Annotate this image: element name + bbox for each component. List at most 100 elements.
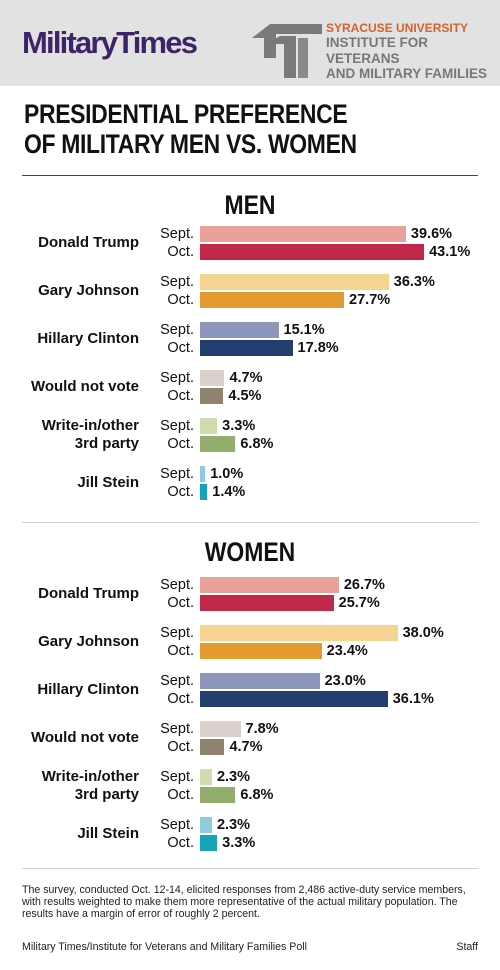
men-jill-stein-label: Jill Stein: [77, 474, 139, 491]
women-would-not-vote-label: Would not vote: [30, 729, 139, 746]
women-donald-trump-sept-value-label: 26.7%: [343, 577, 385, 593]
men-jill-stein-oct-period-label: Oct.: [167, 484, 194, 500]
women-write-in-other-3rd-party-oct-bar: [200, 787, 236, 803]
women-donald-trump-oct-period-label: Oct.: [167, 595, 194, 611]
women-jill-stein-oct-period-label: Oct.: [167, 835, 194, 851]
women-hillary-clinton-oct-value-label: 36.1%: [392, 691, 434, 707]
men-donald-trump-oct-value-label: 43.1%: [429, 244, 471, 260]
women-write-in-other-3rd-party-sept-value-label: 2.3%: [216, 769, 251, 785]
women-hillary-clinton-sept-period-label: Sept.: [160, 673, 194, 689]
men-hillary-clinton-sept-bar: [200, 322, 279, 338]
men-write-in-other-3rd-party-sept-bar: [200, 418, 218, 434]
women-jill-stein-label: Jill Stein: [77, 825, 139, 842]
men-hillary-clinton-oct-period-label: Oct.: [167, 340, 194, 356]
men-section-title: MEN: [224, 190, 276, 220]
women-would-not-vote-sept-value-label: 7.8%: [245, 721, 279, 737]
women-hillary-clinton-label: Hillary Clinton: [37, 681, 139, 698]
women-hillary-clinton-sept-bar: [200, 673, 320, 689]
men-write-in-other-3rd-party-oct-value-label: 6.8%: [240, 436, 274, 452]
women-jill-stein-oct-bar: [200, 835, 218, 851]
men-gary-johnson-sept-value-label: 36.3%: [393, 274, 435, 290]
men-gary-johnson-oct-value-label: 27.7%: [349, 292, 391, 308]
women-donald-trump-sept-period-label: Sept.: [160, 577, 194, 593]
women-write-in-other-3rd-party-oct-value-label: 6.8%: [240, 787, 274, 803]
men-gary-johnson-oct-period-label: Oct.: [167, 292, 194, 308]
women-gary-johnson-sept-value-label: 38.0%: [402, 625, 444, 641]
women-would-not-vote-oct-bar: [200, 739, 225, 755]
men-donald-trump-sept-value-label: 39.6%: [410, 226, 453, 242]
men-donald-trump-sept-period-label: Sept.: [160, 226, 194, 242]
staff-credit: Staff: [456, 941, 478, 953]
women-hillary-clinton-oct-period-label: Oct.: [167, 691, 194, 707]
men-would-not-vote-oct-period-label: Oct.: [167, 388, 194, 404]
title-line-2: OF MILITARY MEN VS. WOMEN: [24, 129, 357, 159]
su-institute-line: INSTITUTE FOR VETERANS: [326, 35, 428, 66]
men-gary-johnson-oct-bar: [200, 292, 345, 308]
women-gary-johnson-sept-period-label: Sept.: [160, 625, 194, 641]
su-university-line: SYRACUSE UNIVERSITY: [326, 21, 469, 35]
women-donald-trump-label: Donald Trump: [38, 585, 139, 602]
women-donald-trump-sept-bar: [200, 577, 339, 593]
men-would-not-vote-sept-period-label: Sept.: [160, 370, 194, 386]
women-write-in-other-3rd-party-oct-period-label: Oct.: [167, 787, 194, 803]
men-hillary-clinton-sept-period-label: Sept.: [160, 322, 194, 338]
men-jill-stein-oct-value-label: 1.4%: [212, 484, 246, 500]
men-would-not-vote-oct-bar: [200, 388, 224, 404]
su-families-line: AND MILITARY FAMILIES: [326, 65, 487, 81]
women-gary-johnson-oct-bar: [200, 643, 322, 659]
women-gary-johnson-sept-bar: [200, 625, 398, 641]
men-jill-stein-sept-bar: [200, 466, 206, 482]
men-write-in-other-3rd-party-label: Write-in/other 3rd party: [41, 417, 139, 452]
men-write-in-other-3rd-party-sept-period-label: Sept.: [160, 418, 194, 434]
men-jill-stein-oct-bar: [200, 484, 208, 500]
women-gary-johnson-oct-period-label: Oct.: [167, 643, 194, 659]
men-write-in-other-3rd-party-sept-value-label: 3.3%: [222, 418, 256, 434]
women-write-in-other-3rd-party-label: Write-in/other 3rd party: [41, 768, 139, 803]
syracuse-logo-icon: [252, 24, 322, 78]
men-gary-johnson-sept-period-label: Sept.: [160, 274, 194, 290]
men-donald-trump-oct-bar: [200, 244, 425, 260]
men-hillary-clinton-oct-bar: [200, 340, 293, 356]
women-would-not-vote-oct-period-label: Oct.: [167, 739, 194, 755]
women-donald-trump-oct-value-label: 25.7%: [338, 595, 380, 611]
source-credit: Military Times/Institute for Veterans an…: [22, 941, 307, 953]
women-jill-stein-sept-value-label: 2.3%: [216, 817, 251, 833]
men-would-not-vote-sept-bar: [200, 370, 225, 386]
page-title: PRESIDENTIAL PREFERENCE OF MILITARY MEN …: [24, 99, 357, 159]
women-hillary-clinton-oct-bar: [200, 691, 388, 707]
men-jill-stein-sept-value-label: 1.0%: [210, 466, 244, 482]
men-hillary-clinton-sept-value-label: 15.1%: [283, 322, 325, 338]
women-jill-stein-oct-value-label: 3.3%: [222, 835, 256, 851]
survey-note: The survey, conducted Oct. 12-14, elicit…: [22, 884, 466, 920]
women-write-in-other-3rd-party-sept-bar: [200, 769, 212, 785]
women-gary-johnson-oct-value-label: 23.4%: [326, 643, 368, 659]
men-donald-trump-sept-bar: [200, 226, 406, 242]
men-would-not-vote-sept-value-label: 4.7%: [229, 370, 263, 386]
military-times-logo: MilitaryTimes: [22, 25, 198, 60]
title-divider: [22, 175, 478, 176]
men-jill-stein-sept-period-label: Sept.: [160, 466, 194, 482]
section-divider: [22, 522, 478, 523]
header: MilitaryTimes SYRACUSE UNIVERSITY INSTIT…: [0, 0, 500, 86]
men-hillary-clinton-oct-value-label: 17.8%: [297, 340, 339, 356]
syracuse-institute-logo: SYRACUSE UNIVERSITY INSTITUTE FOR VETERA…: [326, 21, 500, 81]
women-write-in-other-3rd-party-sept-period-label: Sept.: [160, 769, 194, 785]
title-line-1: PRESIDENTIAL PREFERENCE: [24, 99, 348, 129]
footer-divider: [22, 868, 478, 869]
women-jill-stein-sept-period-label: Sept.: [160, 817, 194, 833]
women-gary-johnson-label: Gary Johnson: [38, 633, 139, 650]
men-gary-johnson-sept-bar: [200, 274, 389, 290]
women-section-title: WOMEN: [204, 537, 296, 567]
women-would-not-vote-sept-bar: [200, 721, 241, 737]
men-hillary-clinton-label: Hillary Clinton: [37, 330, 139, 347]
men-write-in-other-3rd-party-oct-period-label: Oct.: [167, 436, 194, 452]
women-would-not-vote-oct-value-label: 4.7%: [229, 739, 263, 755]
men-would-not-vote-oct-value-label: 4.5%: [228, 388, 262, 404]
men-would-not-vote-label: Would not vote: [30, 378, 139, 395]
men-write-in-other-3rd-party-oct-bar: [200, 436, 236, 452]
women-donald-trump-oct-bar: [200, 595, 334, 611]
women-hillary-clinton-sept-value-label: 23.0%: [324, 673, 366, 689]
men-donald-trump-oct-period-label: Oct.: [167, 244, 194, 260]
women-would-not-vote-sept-period-label: Sept.: [160, 721, 194, 737]
men-donald-trump-label: Donald Trump: [38, 234, 139, 251]
